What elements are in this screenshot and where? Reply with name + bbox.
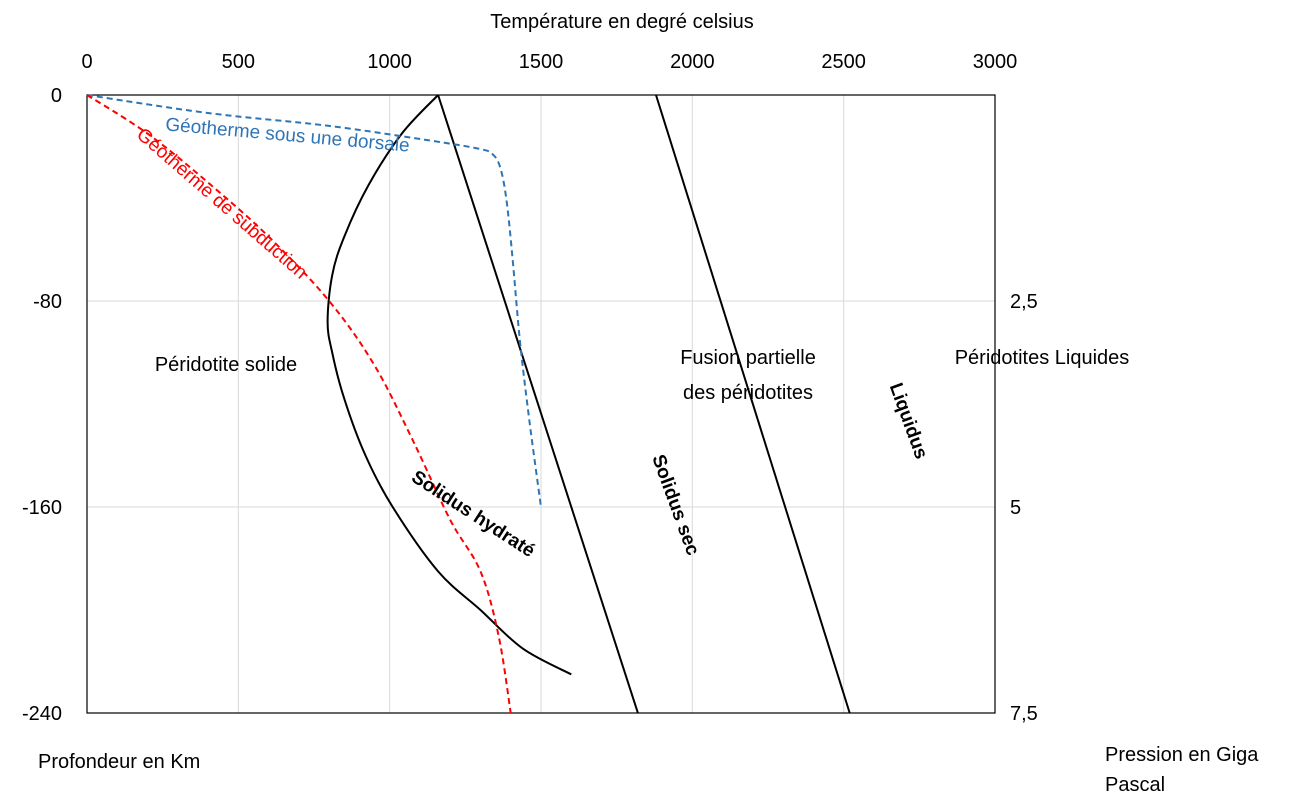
axes-text: Température en degré celsius 0 500 1000 150…: [22, 11, 1259, 796]
region-label-peridotite-solide: Péridotite solide: [155, 354, 297, 376]
right-axis-title-line2: Pascal: [1105, 774, 1165, 796]
series-layer: [86, 94, 851, 714]
right-axis-title-line1: Pression en Giga: [1105, 744, 1259, 766]
series-line-solidus-hydrat: [326, 94, 572, 676]
series-line-solidus-sec: [437, 94, 639, 714]
series-line-g-otherme-sous-une-dorsale: [86, 94, 542, 508]
region-label-fusion-line2: des péridotites: [683, 382, 813, 404]
left-tick-label: -160: [22, 497, 62, 519]
curve-label-subduction: Géotherme de subduction: [132, 124, 311, 283]
top-tick-label: 2000: [670, 51, 715, 73]
top-axis-ticks: 0 500 1000 1500 2000 2500 3000: [81, 51, 1017, 73]
grid-lines: [87, 95, 995, 713]
left-axis-title: Profondeur en Km: [38, 751, 200, 773]
left-tick-label: -80: [33, 291, 62, 313]
series-line-liquidus: [655, 94, 851, 714]
region-label-fusion-line1: Fusion partielle: [680, 347, 816, 369]
plot-frame: [86, 94, 996, 714]
top-tick-label: 3000: [973, 51, 1018, 73]
region-labels: Péridotite solide Fusion partielle des p…: [155, 347, 1129, 404]
top-tick-label: 500: [222, 51, 255, 73]
left-axis-ticks: 0 -80 -160 -240: [22, 85, 62, 725]
curve-label-liquidus: Liquidus: [885, 380, 932, 462]
curve-labels: Géotherme sous une dorsale Géotherme de …: [132, 114, 931, 562]
top-tick-label: 0: [81, 51, 92, 73]
right-tick-label: 7,5: [1010, 703, 1038, 725]
top-axis-title: Température en degré celsius: [490, 11, 753, 33]
right-tick-label: 5: [1010, 497, 1021, 519]
region-label-peridotites-liquides: Péridotites Liquides: [955, 347, 1130, 369]
series-line-g-otherme-de-subduction: [86, 94, 512, 714]
top-tick-label: 2500: [821, 51, 866, 73]
top-tick-label: 1500: [519, 51, 564, 73]
curve-label-solidus-sec: Solidus sec: [647, 452, 703, 559]
top-tick-label: 1000: [367, 51, 412, 73]
left-tick-label: 0: [51, 85, 62, 107]
curve-label-solidus-hydrate: Solidus hydraté: [408, 467, 539, 562]
right-axis-ticks: 2,5 5 7,5: [1010, 291, 1038, 725]
left-tick-label: -240: [22, 703, 62, 725]
right-tick-label: 2,5: [1010, 291, 1038, 313]
